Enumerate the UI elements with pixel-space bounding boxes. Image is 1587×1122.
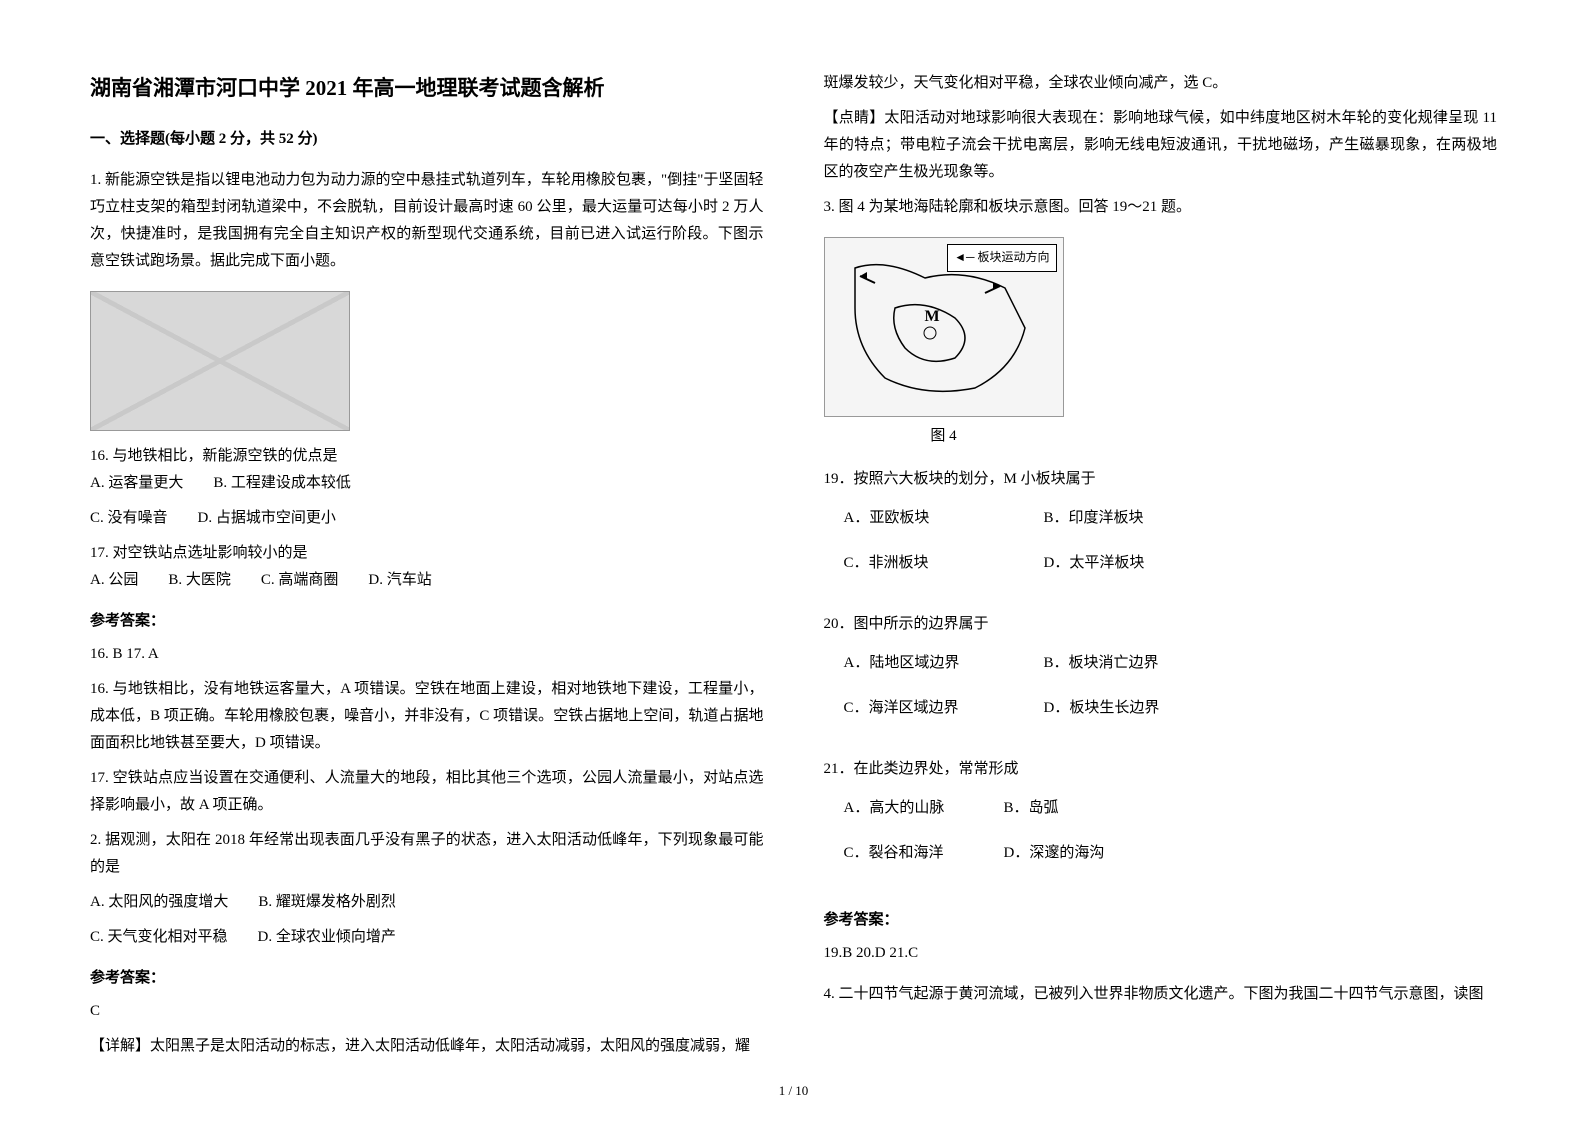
q21-opt-b: B．岛弧	[1004, 795, 1204, 822]
q3-answer: 19.B 20.D 21.C	[824, 940, 1498, 967]
q20-opt-d: D．板块生长边界	[1044, 695, 1244, 722]
q20-opt-a: A．陆地区域边界	[844, 650, 1044, 677]
q16-opt-b: B. 工程建设成本较低	[213, 470, 351, 497]
page-container: 湖南省湘潭市河口中学 2021 年高一地理联考试题含解析 一、选择题(每小题 2…	[90, 70, 1497, 1082]
q4-text: 4. 二十四节气起源于黄河流域，已被列入世界非物质文化遗产。下图为我国二十四节气…	[824, 981, 1498, 1008]
q2-dianqing: 【点睛】太阳活动对地球影响很大表现在：影响地球气候，如中纬度地区树木年轮的变化规…	[824, 105, 1498, 186]
q2-opt-c: C. 天气变化相对平稳	[90, 924, 228, 951]
q19-options: A．亚欧板块 B．印度洋板块 C．非洲板块 D．太平洋板块	[824, 505, 1498, 595]
q2-options-row2: C. 天气变化相对平稳 D. 全球农业倾向增产	[90, 924, 764, 951]
q20-options: A．陆地区域边界 B．板块消亡边界 C．海洋区域边界 D．板块生长边界	[824, 650, 1498, 740]
map-outline-icon	[825, 238, 1065, 418]
figure-4-diagram: ◄─ 板块运动方向 M	[824, 237, 1064, 417]
q2-options-row1: A. 太阳风的强度增大 B. 耀斑爆发格外剧烈	[90, 889, 764, 916]
q17-opt-d: D. 汽车站	[368, 567, 431, 594]
q20-text: 20．图中所示的边界属于	[824, 611, 1498, 638]
q20-opt-c: C．海洋区域边界	[844, 695, 1044, 722]
q3-text: 3. 图 4 为某地海陆轮廓和板块示意图。回答 19～21 题。	[824, 194, 1498, 221]
q17-opt-c: C. 高端商圈	[261, 567, 339, 594]
q19-opt-a: A．亚欧板块	[844, 505, 1044, 532]
q17-explanation: 17. 空铁站点应当设置在交通便利、人流量大的地段，相比其他三个选项，公园人流量…	[90, 765, 764, 819]
q21-opt-a: A．高大的山脉	[844, 795, 1004, 822]
q21-text: 21．在此类边界处，常常形成	[824, 756, 1498, 783]
q2-opt-d: D. 全球农业倾向增产	[258, 924, 396, 951]
left-column: 湖南省湘潭市河口中学 2021 年高一地理联考试题含解析 一、选择题(每小题 2…	[90, 70, 764, 1082]
q19-opt-d: D．太平洋板块	[1044, 550, 1244, 577]
q17-opt-b: B. 大医院	[168, 567, 231, 594]
q2-opt-a: A. 太阳风的强度增大	[90, 889, 228, 916]
q17-opt-a: A. 公园	[90, 567, 138, 594]
q21-options: A．高大的山脉 B．岛弧 C．裂谷和海洋 D．深邃的海沟	[824, 795, 1498, 885]
q19-opt-c: C．非洲板块	[844, 550, 1044, 577]
q2-answer-label: 参考答案：	[90, 965, 764, 992]
q16-opt-d: D. 占据城市空间更小	[198, 505, 336, 532]
q19-opt-b: B．印度洋板块	[1044, 505, 1244, 532]
q16-text: 16. 与地铁相比，新能源空铁的优点是	[90, 443, 764, 470]
q17-text: 17. 对空铁站点选址影响较小的是	[90, 540, 764, 567]
q2-answer: C	[90, 998, 764, 1025]
q16-options: A. 运客量更大 B. 工程建设成本较低	[90, 470, 764, 497]
right-column: 斑爆发较少，天气变化相对平稳，全球农业倾向减产，选 C。 【点睛】太阳活动对地球…	[824, 70, 1498, 1082]
section-heading: 一、选择题(每小题 2 分，共 52 分)	[90, 126, 764, 153]
figure-placeholder-train	[90, 291, 350, 431]
q19-text: 19．按照六大板块的划分，M 小板块属于	[824, 466, 1498, 493]
q16-opt-c: C. 没有噪音	[90, 505, 168, 532]
q16-opt-a: A. 运客量更大	[90, 470, 183, 497]
q3-answer-label: 参考答案：	[824, 907, 1498, 934]
q2-opt-b: B. 耀斑爆发格外剧烈	[258, 889, 396, 916]
q2-text: 2. 据观测，太阳在 2018 年经常出现表面几乎没有黑子的状态，进入太阳活动低…	[90, 827, 764, 881]
q1-intro: 1. 新能源空铁是指以锂电池动力包为动力源的空中悬挂式轨道列车，车轮用橡胶包裹，…	[90, 167, 764, 275]
q16-options-row2: C. 没有噪音 D. 占据城市空间更小	[90, 505, 764, 532]
q2-detail: 【详解】太阳黑子是太阳活动的标志，进入太阳活动低峰年，太阳活动减弱，太阳风的强度…	[90, 1033, 764, 1060]
q2-detail-continued: 斑爆发较少，天气变化相对平稳，全球农业倾向减产，选 C。	[824, 70, 1498, 97]
q17-options: A. 公园 B. 大医院 C. 高端商圈 D. 汽车站	[90, 567, 764, 594]
q20-opt-b: B．板块消亡边界	[1044, 650, 1244, 677]
figure-4-label: 图 4	[824, 423, 1064, 450]
page-title: 湖南省湘潭市河口中学 2021 年高一地理联考试题含解析	[90, 70, 764, 108]
q21-opt-d: D．深邃的海沟	[1004, 840, 1204, 867]
q1-answer: 16. B 17. A	[90, 641, 764, 668]
q16-explanation: 16. 与地铁相比，没有地铁运客量大，A 项错误。空铁在地面上建设，相对地铁地下…	[90, 676, 764, 757]
page-footer: 1 / 10	[779, 1079, 809, 1102]
q21-opt-c: C．裂谷和海洋	[844, 840, 1004, 867]
q1-answer-label: 参考答案：	[90, 608, 764, 635]
